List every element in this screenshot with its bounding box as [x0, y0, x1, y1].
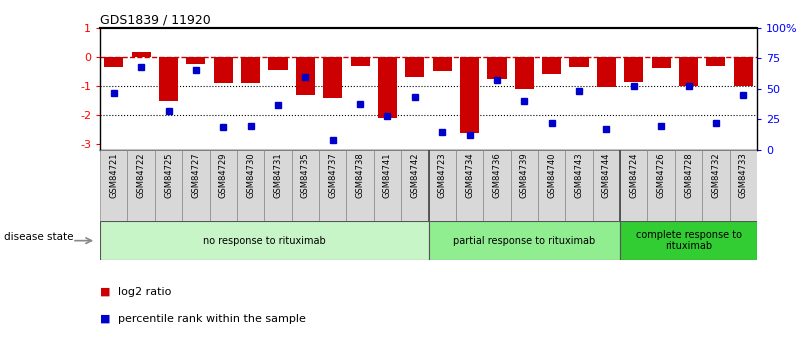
Bar: [429, 150, 456, 221]
Text: complete response to
rituximab: complete response to rituximab: [635, 230, 742, 252]
Text: GSM84743: GSM84743: [574, 152, 584, 198]
Bar: [323, 57, 342, 98]
Bar: [651, 57, 670, 68]
Bar: [155, 150, 183, 221]
Bar: [237, 150, 264, 221]
Text: GSM84732: GSM84732: [711, 152, 720, 198]
Bar: [159, 57, 178, 100]
Text: GSM84728: GSM84728: [684, 152, 693, 198]
Text: GSM84737: GSM84737: [328, 152, 337, 198]
Bar: [296, 57, 315, 95]
Bar: [515, 57, 534, 89]
Text: GSM84738: GSM84738: [356, 152, 364, 198]
Bar: [679, 57, 698, 86]
Bar: [264, 150, 292, 221]
Text: GSM84721: GSM84721: [109, 152, 119, 198]
Bar: [730, 150, 757, 221]
Bar: [706, 57, 726, 66]
Bar: [100, 150, 127, 221]
Bar: [378, 57, 397, 118]
Bar: [456, 150, 483, 221]
Text: GSM84735: GSM84735: [301, 152, 310, 198]
Bar: [429, 221, 620, 260]
Bar: [647, 150, 674, 221]
Bar: [620, 221, 757, 260]
Bar: [292, 150, 319, 221]
Bar: [542, 57, 562, 74]
Bar: [127, 150, 155, 221]
Bar: [268, 57, 288, 70]
Bar: [374, 150, 401, 221]
Bar: [483, 150, 511, 221]
Text: log2 ratio: log2 ratio: [118, 287, 171, 296]
Text: GSM84729: GSM84729: [219, 152, 227, 198]
Bar: [210, 150, 237, 221]
Text: GDS1839 / 11920: GDS1839 / 11920: [100, 13, 211, 27]
Text: no response to rituximab: no response to rituximab: [203, 236, 326, 246]
Text: GSM84740: GSM84740: [547, 152, 556, 198]
Bar: [460, 57, 479, 132]
Bar: [511, 150, 538, 221]
Text: GSM84731: GSM84731: [273, 152, 283, 198]
Text: GSM84723: GSM84723: [437, 152, 447, 198]
Bar: [538, 150, 566, 221]
Bar: [734, 57, 753, 86]
Bar: [187, 57, 206, 64]
Text: disease state: disease state: [4, 232, 74, 242]
Text: GSM84742: GSM84742: [410, 152, 420, 198]
Bar: [214, 57, 233, 83]
Bar: [405, 57, 425, 77]
Bar: [131, 52, 151, 57]
Bar: [570, 57, 589, 67]
Bar: [100, 221, 429, 260]
Text: GSM84744: GSM84744: [602, 152, 611, 198]
Text: GSM84733: GSM84733: [739, 152, 748, 198]
Bar: [346, 150, 374, 221]
Bar: [566, 150, 593, 221]
Bar: [433, 57, 452, 71]
Text: ■: ■: [100, 314, 111, 324]
Bar: [487, 57, 506, 79]
Text: GSM84722: GSM84722: [137, 152, 146, 198]
Text: GSM84741: GSM84741: [383, 152, 392, 198]
Bar: [182, 150, 210, 221]
Text: GSM84739: GSM84739: [520, 152, 529, 198]
Bar: [624, 57, 643, 81]
Bar: [702, 150, 730, 221]
Bar: [593, 150, 620, 221]
Text: GSM84730: GSM84730: [246, 152, 256, 198]
Bar: [620, 150, 647, 221]
Bar: [319, 150, 346, 221]
Bar: [241, 57, 260, 83]
Bar: [104, 57, 123, 67]
Text: GSM84734: GSM84734: [465, 152, 474, 198]
Bar: [597, 57, 616, 87]
Text: percentile rank within the sample: percentile rank within the sample: [118, 314, 306, 324]
Text: ■: ■: [100, 287, 111, 296]
Text: partial response to rituximab: partial response to rituximab: [453, 236, 595, 246]
Bar: [401, 150, 429, 221]
Text: GSM84727: GSM84727: [191, 152, 200, 198]
Bar: [351, 57, 370, 66]
Text: GSM84736: GSM84736: [493, 152, 501, 198]
Bar: [674, 150, 702, 221]
Text: GSM84724: GSM84724: [630, 152, 638, 198]
Text: GSM84726: GSM84726: [657, 152, 666, 198]
Text: GSM84725: GSM84725: [164, 152, 173, 198]
